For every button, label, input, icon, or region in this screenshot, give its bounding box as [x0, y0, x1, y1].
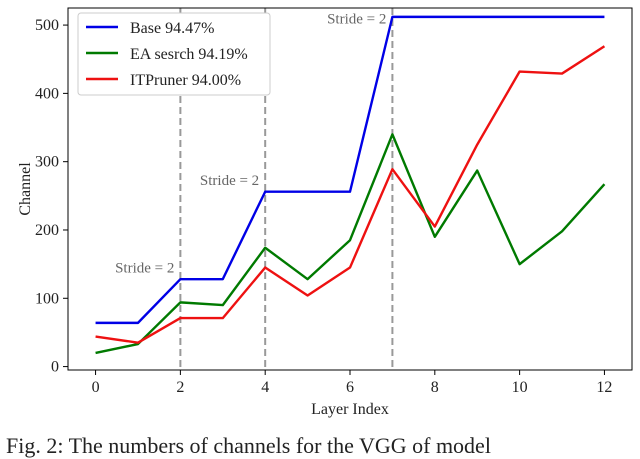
legend-label-2: ITPruner 94.00%: [130, 72, 241, 89]
x-tick-label-10: 10: [512, 379, 528, 396]
x-tick-label-0: 0: [92, 379, 100, 396]
y-axis-label: Channel: [17, 162, 34, 216]
legend: Base 94.47% EA sesrch 94.19% ITPruner 94.0…: [77, 12, 271, 96]
stride-annotation-1: Stride = 2: [200, 173, 259, 189]
x-tick-label-2: 2: [176, 379, 184, 396]
y-tick-label-300: 300: [35, 154, 59, 171]
x-tick-label-6: 6: [346, 379, 354, 396]
y-tick-label-500: 500: [35, 17, 59, 34]
y-tick-label-400: 400: [35, 85, 59, 102]
y-tick-label-200: 200: [35, 222, 59, 239]
series-layer: [95, 15, 606, 355]
stride-annotation-2: Stride = 2: [327, 12, 386, 28]
annotation-layer: Stride = 2 Stride = 2 Stride = 2: [115, 12, 386, 277]
x-tick-label-12: 12: [596, 379, 612, 396]
x-tick-label-8: 8: [431, 379, 439, 396]
x-axis: 0 2 4 6 8 10 12: [92, 370, 612, 396]
y-axis: 0 100 200 300 400 500: [35, 17, 68, 376]
x-axis-label: Layer Index: [311, 401, 389, 418]
line-chart: Stride = 2 Stride = 2 Stride = 2 0 2 4 6 8 10 12…: [17, 7, 633, 418]
series-line-2: [95, 45, 606, 344]
x-tick-label-4: 4: [261, 379, 269, 396]
series-line-0: [95, 15, 605, 325]
legend-label-1: EA sesrch 94.19%: [130, 46, 248, 63]
y-tick-label-100: 100: [35, 290, 59, 307]
figure-caption: Fig. 2: The numbers of channels for the …: [6, 433, 491, 458]
y-tick-label-0: 0: [51, 359, 59, 376]
legend-box: [77, 12, 271, 96]
series-line-1: [95, 133, 606, 355]
stride-annotation-0: Stride = 2: [115, 260, 174, 276]
legend-label-0: Base 94.47%: [130, 20, 214, 37]
